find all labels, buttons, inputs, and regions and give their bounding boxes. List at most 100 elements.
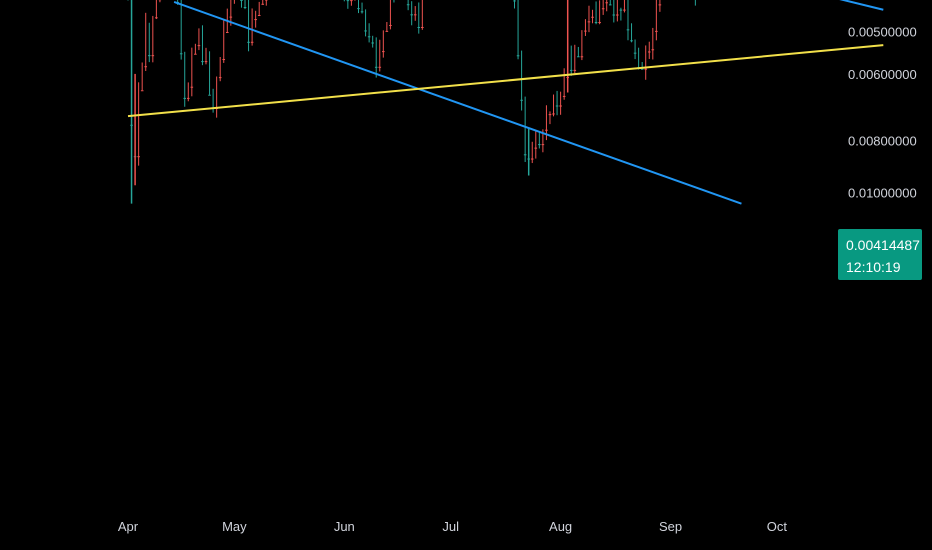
candle (183, 51, 187, 107)
candle (534, 130, 538, 159)
candle (616, 0, 619, 22)
candle-body (208, 94, 211, 96)
candle (513, 0, 516, 9)
candle (197, 28, 201, 51)
price-tick-label: 0.01000000 (848, 185, 917, 200)
candle-body (530, 158, 534, 160)
candle (350, 0, 353, 6)
candle-body (640, 68, 644, 70)
candle-body (382, 51, 385, 53)
candle-body (218, 77, 222, 79)
candle-body (410, 14, 413, 16)
candle-body (350, 0, 353, 2)
price-tick-label: 0.00800000 (848, 134, 917, 149)
candle (577, 46, 580, 58)
candle-body (229, 16, 233, 18)
candle (605, 0, 609, 12)
candle-body (247, 41, 250, 43)
candle (367, 23, 371, 43)
candle-body (616, 14, 619, 16)
candle-body (612, 14, 616, 16)
candle-body (261, 3, 265, 5)
candle-body (655, 30, 658, 32)
candle (598, 0, 601, 25)
candle (204, 47, 208, 65)
candles (127, 0, 696, 204)
candle-body (623, 9, 626, 11)
time-tick-label: Aug (549, 519, 572, 534)
candle (644, 45, 648, 80)
candle-body (573, 69, 577, 71)
candle-body (601, 8, 605, 10)
candle-body (250, 41, 254, 43)
candle (555, 90, 559, 116)
time-axis[interactable]: Apr May Jun Jul Aug Sep Oct (118, 519, 788, 534)
candle (421, 0, 424, 30)
candle (594, 1, 598, 25)
candle-body (222, 59, 226, 61)
candle (538, 131, 541, 149)
candle (151, 15, 155, 63)
candle (382, 30, 385, 58)
candle (360, 2, 364, 14)
time-tick-label: Jul (442, 519, 459, 534)
candle (137, 82, 140, 166)
candle-body (413, 14, 417, 16)
time-tick-label: Apr (118, 519, 139, 534)
candle (257, 1, 261, 17)
candle (612, 0, 616, 23)
candle-body (367, 36, 371, 38)
candle-body (538, 144, 541, 146)
candle (530, 141, 534, 164)
price-axis[interactable]: 0.01000000 0.00800000 0.00600000 0.00500000… (848, 0, 917, 201)
candle-body (598, 22, 601, 24)
candle-body (552, 113, 555, 115)
candle-body (183, 97, 187, 99)
candle-body (378, 66, 382, 68)
candle-body (523, 154, 527, 156)
candle (619, 7, 623, 21)
candle-body (389, 24, 392, 26)
candle-body (179, 53, 183, 55)
candle-body (608, 4, 612, 6)
candle (147, 22, 151, 63)
candle-body (619, 9, 623, 11)
trendlines (127, 0, 884, 205)
candle (520, 50, 523, 111)
candle-body (647, 51, 651, 53)
candle-body (357, 8, 360, 10)
trendline-channel-upper[interactable] (173, 1, 742, 205)
candle (552, 94, 555, 117)
candle-body (584, 30, 587, 32)
candle-body (580, 56, 584, 58)
candle-countdown: 12:10:19 (846, 259, 901, 275)
candle (250, 8, 254, 46)
candle-body (151, 55, 155, 57)
candle (623, 0, 626, 13)
candle (357, 0, 360, 14)
candle (218, 56, 222, 82)
candle (587, 5, 591, 33)
candle (264, 0, 268, 6)
candle (655, 0, 658, 41)
candle (261, 0, 265, 5)
trendline-triangle-upper[interactable] (127, 44, 884, 118)
candle (158, 0, 162, 3)
candle (647, 41, 651, 59)
candle-body (559, 105, 562, 107)
candle-body (204, 61, 208, 63)
candle (389, 0, 392, 30)
candle-body (651, 49, 655, 51)
candle-body (257, 15, 261, 17)
time-tick-label: Sep (659, 519, 682, 534)
candle (601, 0, 605, 15)
candle (179, 0, 183, 60)
candle (144, 12, 148, 72)
price-tick-label: 0.00600000 (848, 67, 917, 82)
candle-body (225, 31, 229, 33)
current-price-badge: 0.00414487 12:10:19 (838, 229, 922, 280)
candle-body (374, 66, 378, 68)
candle (569, 45, 573, 76)
candle (229, 0, 233, 26)
